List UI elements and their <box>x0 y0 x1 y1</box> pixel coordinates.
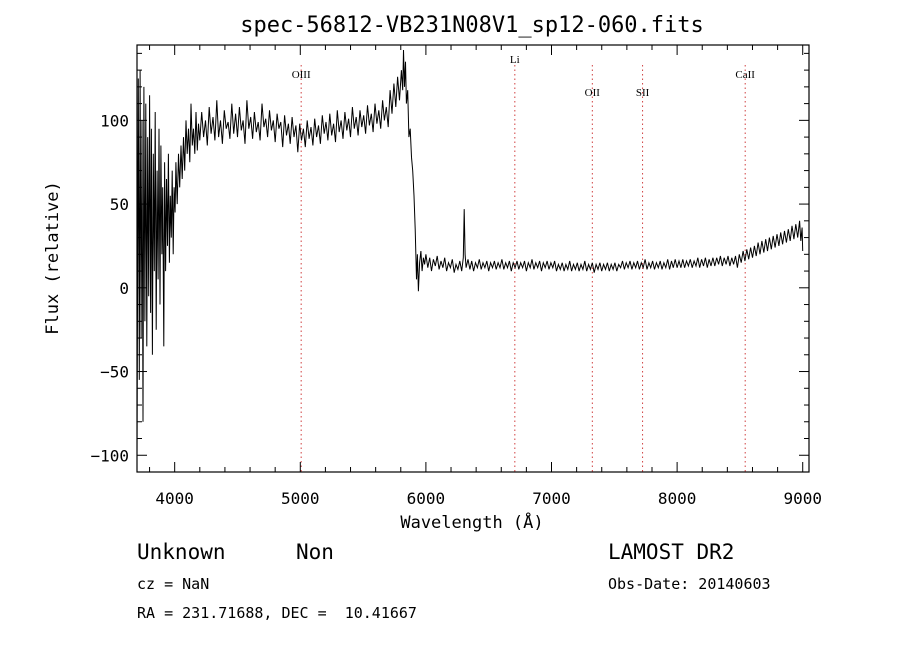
coordinates: RA = 231.71688, DEC = 10.41667 <box>137 604 417 622</box>
y-tick-label: 100 <box>100 111 129 130</box>
spectral-line-label: CaII <box>735 69 755 81</box>
spectral-line-markers: OIII Li OII SII CaII <box>292 54 755 472</box>
y-tick-labels: −100 −50 0 50 100 <box>90 111 129 465</box>
x-tick-label: 7000 <box>532 489 571 508</box>
cz-value: cz = NaN <box>137 575 210 593</box>
spectral-line-label: SII <box>636 87 650 99</box>
spectral-line-label: OIII <box>292 69 311 81</box>
y-tick-label: 50 <box>110 195 129 214</box>
obs-date: Obs-Date: 20140603 <box>608 575 771 593</box>
x-axis-label: Wavelength (Å) <box>400 511 543 533</box>
survey-label: LAMOST DR2 <box>608 540 735 564</box>
y-tick-label: −100 <box>90 446 129 465</box>
x-tick-label: 5000 <box>281 489 320 508</box>
x-tick-label: 9000 <box>783 489 822 508</box>
axis-ticks <box>137 45 809 472</box>
spectral-class-label: Unknown <box>137 540 226 564</box>
x-tick-label: 4000 <box>155 489 194 508</box>
y-tick-label: 0 <box>119 279 129 298</box>
y-axis-label: Flux (relative) <box>43 181 63 335</box>
spectral-line-label: OII <box>585 87 601 99</box>
x-tick-label: 8000 <box>658 489 697 508</box>
y-tick-label: −50 <box>100 363 129 382</box>
spectrum-series-line <box>136 49 804 456</box>
chart-title: spec-56812-VB231N08V1_sp12-060.fits <box>240 13 704 38</box>
spectral-subclass-label: Non <box>296 540 334 564</box>
x-tick-labels: 4000 5000 6000 7000 8000 9000 <box>155 489 822 508</box>
x-tick-label: 6000 <box>407 489 446 508</box>
plot-frame <box>136 44 810 473</box>
spectral-line-label: Li <box>510 54 520 66</box>
